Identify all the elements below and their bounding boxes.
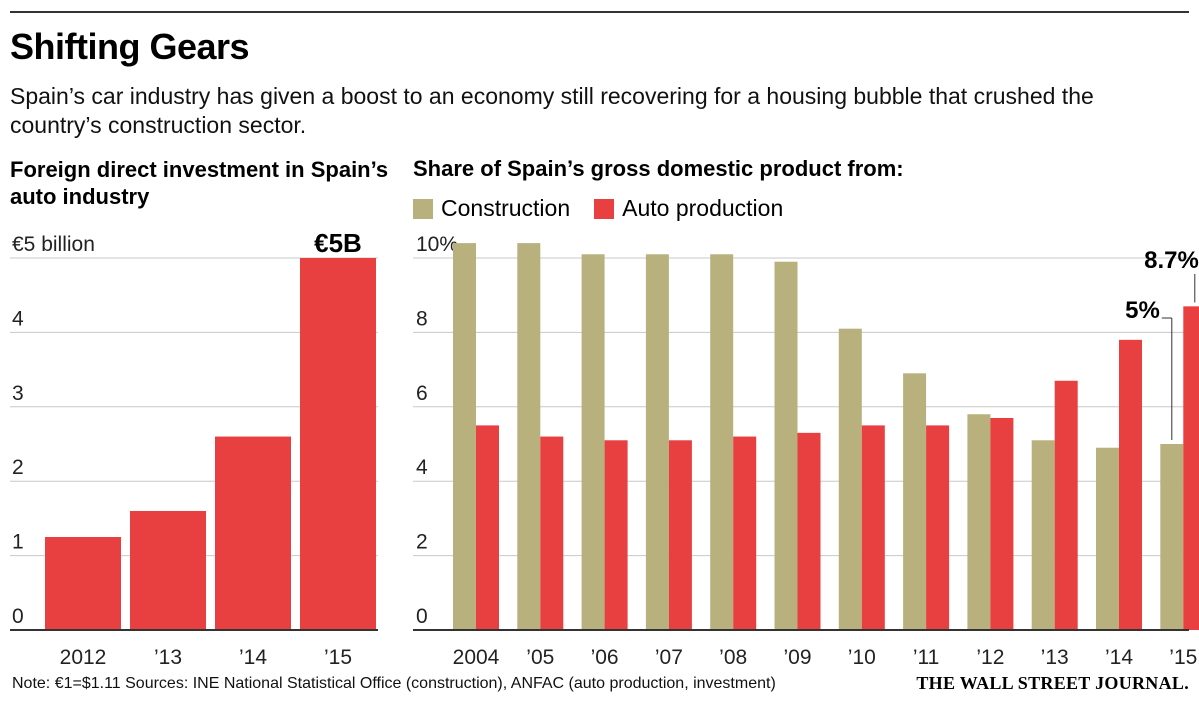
auto-bar — [1183, 306, 1199, 630]
left-bar — [215, 436, 291, 630]
construction-bar — [838, 328, 862, 630]
auto-bar — [733, 436, 757, 630]
left-ytick-label: 4 — [12, 307, 24, 330]
auto-bar — [476, 425, 499, 630]
right-xtick-label: ’12 — [976, 646, 1004, 669]
construction-bar — [453, 243, 476, 630]
right-xtick-label: ’14 — [1105, 646, 1133, 669]
auto-bar — [668, 440, 692, 630]
left-chart-title: Foreign direct investment in Spain’s aut… — [10, 157, 389, 209]
left-xtick-label: 2012 — [60, 646, 107, 669]
auto-bar — [797, 432, 821, 630]
construction-annotation-label: 5% — [1125, 297, 1160, 324]
auto-bar — [1119, 339, 1142, 630]
auto-bar — [926, 425, 950, 630]
right-ytick-label: 0 — [416, 605, 428, 628]
left-ytick-label: 2 — [12, 456, 24, 479]
right-xtick-label: ’15 — [1169, 646, 1197, 669]
auto-bar — [990, 417, 1014, 630]
brand-logo: THE WALL STREET JOURNAL. — [916, 673, 1189, 693]
legend-item-auto: Auto production — [594, 195, 783, 222]
page-subtitle: Spain’s car industry has given a boost t… — [10, 83, 1094, 138]
left-bar — [130, 510, 206, 630]
left-bar — [300, 258, 376, 630]
legend-swatch-construction — [413, 198, 433, 219]
left-xtick-label: ’15 — [324, 646, 352, 669]
construction-bar — [710, 254, 734, 630]
right-xtick-label: ’05 — [526, 646, 554, 669]
left-annotation-label: €5B — [314, 228, 362, 258]
page-title: Shifting Gears — [10, 26, 250, 67]
auto-bar — [540, 436, 564, 630]
construction-bar — [967, 414, 991, 630]
legend-swatch-auto — [594, 198, 615, 219]
left-xtick-label: ’13 — [154, 646, 182, 669]
footer-note: Note: €1=$1.11 Sources: INE National Sta… — [12, 675, 776, 692]
right-ytick-label: 4 — [416, 456, 428, 479]
construction-bar — [581, 254, 605, 630]
left-ytick-label: 0 — [12, 605, 24, 628]
construction-bar — [1031, 440, 1055, 630]
construction-bar — [645, 254, 669, 630]
construction-bar — [1160, 444, 1184, 630]
left-bar — [45, 537, 121, 630]
left-ytick-label: 3 — [12, 382, 24, 405]
legend-label-construction: Construction — [441, 195, 571, 221]
legend-item-construction: Construction — [413, 195, 570, 222]
right-ytick-label: 10% — [416, 233, 458, 256]
right-xtick-label: ’09 — [783, 646, 811, 669]
right-ytick-label: 6 — [416, 382, 428, 405]
right-ytick-label: 2 — [416, 531, 428, 554]
legend-label-auto: Auto production — [622, 195, 784, 221]
right-ytick-label: 8 — [416, 307, 428, 330]
left-ytick-label: €5 billion — [12, 233, 95, 256]
construction-bar — [903, 373, 927, 630]
right-xtick-label: ’06 — [591, 646, 619, 669]
auto-bar — [604, 440, 628, 630]
construction-bar — [1096, 447, 1119, 630]
legend: Construction Auto production — [413, 195, 807, 222]
construction-bar — [774, 261, 798, 630]
right-xtick-label: ’07 — [655, 646, 683, 669]
right-chart-title: Share of Spain’s gross domestic product … — [413, 156, 904, 181]
right-xtick-label: ’10 — [848, 646, 876, 669]
right-xtick-label: ’08 — [719, 646, 747, 669]
auto-bar — [1054, 380, 1078, 630]
right-xtick-label: ’11 — [913, 646, 939, 669]
left-ytick-label: 1 — [12, 531, 24, 554]
left-xtick-label: ’14 — [239, 646, 267, 669]
top-rule — [10, 11, 1189, 13]
construction-bar — [517, 243, 541, 630]
auto-annotation-label: 8.7% — [1144, 247, 1199, 274]
auto-bar — [861, 425, 885, 630]
right-xtick-label: 2004 — [453, 646, 500, 669]
right-xtick-label: ’13 — [1041, 646, 1069, 669]
